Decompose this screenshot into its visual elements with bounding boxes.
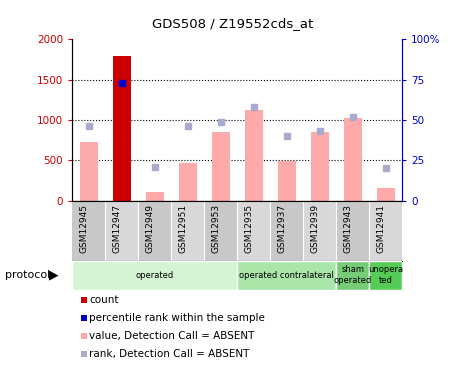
Text: GSM12937: GSM12937 xyxy=(278,204,286,253)
Bar xyxy=(278,161,296,201)
Text: value, Detection Call = ABSENT: value, Detection Call = ABSENT xyxy=(89,331,254,341)
Text: GSM12945: GSM12945 xyxy=(80,204,88,253)
Bar xyxy=(105,201,138,261)
FancyBboxPatch shape xyxy=(336,261,369,290)
Bar xyxy=(237,201,270,261)
Text: GSM12939: GSM12939 xyxy=(311,204,320,253)
Text: unopera
ted: unopera ted xyxy=(368,266,403,285)
Text: percentile rank within the sample: percentile rank within the sample xyxy=(89,313,265,323)
Text: count: count xyxy=(89,295,119,305)
Text: GDS508 / Z19552cds_at: GDS508 / Z19552cds_at xyxy=(152,17,313,30)
Bar xyxy=(369,201,402,261)
Bar xyxy=(204,201,237,261)
Text: GSM12935: GSM12935 xyxy=(245,204,254,253)
Text: ▶: ▶ xyxy=(49,268,58,282)
Bar xyxy=(212,132,230,201)
FancyBboxPatch shape xyxy=(237,261,336,290)
Bar xyxy=(72,201,105,261)
Text: operated contralateral: operated contralateral xyxy=(239,271,334,280)
Text: GSM12943: GSM12943 xyxy=(344,204,353,253)
Bar xyxy=(336,201,369,261)
Text: GSM12949: GSM12949 xyxy=(146,204,154,253)
Bar xyxy=(377,188,395,201)
FancyBboxPatch shape xyxy=(369,261,402,290)
Text: protocol: protocol xyxy=(5,270,50,280)
Text: GSM12951: GSM12951 xyxy=(179,204,187,253)
Bar xyxy=(138,201,171,261)
Text: rank, Detection Call = ABSENT: rank, Detection Call = ABSENT xyxy=(89,349,249,359)
Bar xyxy=(270,201,303,261)
Text: sham
operated: sham operated xyxy=(333,266,372,285)
Bar xyxy=(179,163,197,201)
Bar xyxy=(303,201,336,261)
Bar xyxy=(245,110,263,201)
Bar xyxy=(311,132,329,201)
FancyBboxPatch shape xyxy=(72,261,237,290)
Bar xyxy=(344,118,362,201)
Bar xyxy=(113,56,131,201)
Text: GSM12953: GSM12953 xyxy=(212,204,220,253)
Text: GSM12947: GSM12947 xyxy=(113,204,122,253)
Text: GSM12941: GSM12941 xyxy=(377,204,386,253)
Text: operated: operated xyxy=(135,271,174,280)
Bar xyxy=(80,142,98,201)
Bar xyxy=(146,192,164,201)
Bar xyxy=(171,201,204,261)
